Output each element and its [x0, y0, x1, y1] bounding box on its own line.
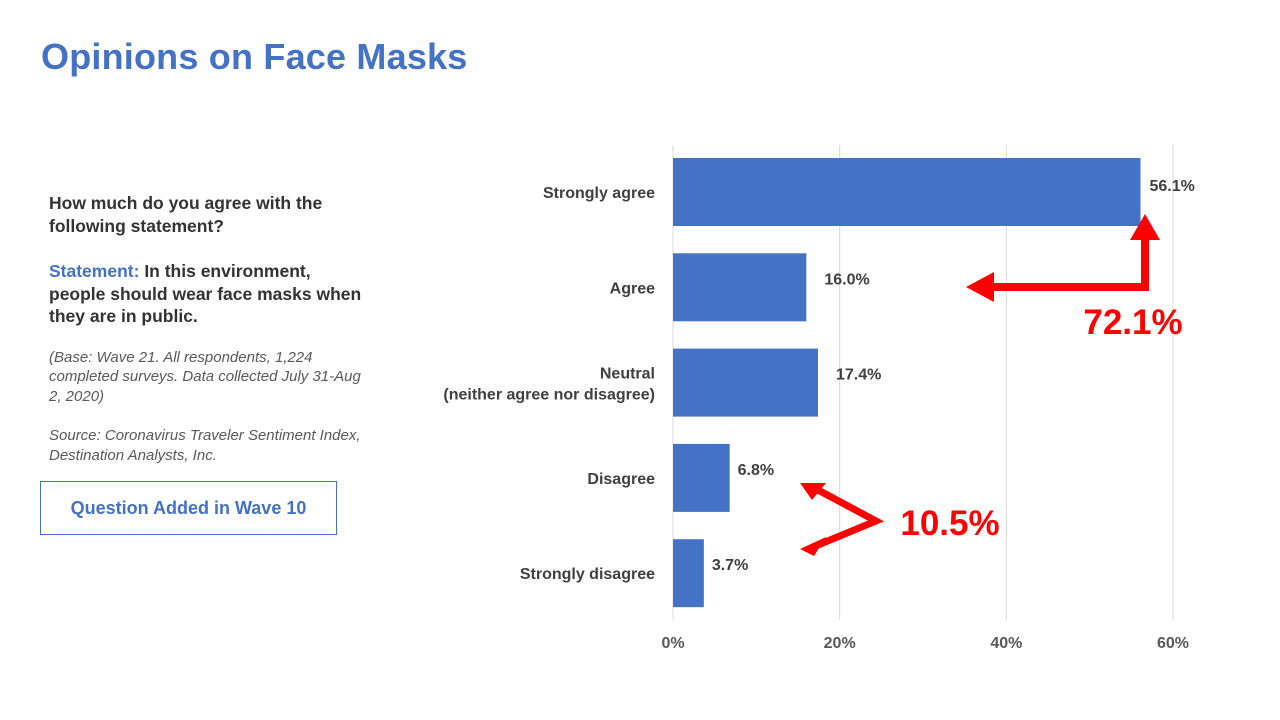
source-note: Source: Coronavirus Traveler Sentiment I…: [49, 427, 361, 464]
category-label-line: Agree: [610, 280, 655, 297]
category-label: Disagree: [587, 471, 655, 488]
survey-question: How much do you agree with the following…: [49, 193, 323, 236]
category-label: Strongly agree: [543, 185, 655, 202]
value-label: 17.4%: [836, 367, 881, 384]
category-label-line: Neutral: [600, 366, 655, 383]
question-panel: How much do you agree with the following…: [49, 192, 369, 465]
value-labels: 56.1% 16.0% 17.4% 6.8% 3.7%: [712, 178, 1195, 574]
category-label-line: (neither agree nor disagree): [443, 387, 655, 404]
callout-arrowhead: [966, 272, 994, 302]
bar: [673, 348, 818, 417]
bar: [673, 539, 704, 608]
callout-label: 10.5%: [900, 504, 999, 543]
page-title: Opinions on Face Masks: [41, 36, 468, 77]
x-tick-label: 40%: [990, 635, 1022, 652]
x-tick-label: 0%: [661, 635, 684, 652]
callout-arrow-line: [990, 235, 1149, 291]
category-labels: Strongly agree Agree Neutral (neither agree…: [443, 185, 655, 583]
callout-arrow-line: [816, 486, 885, 549]
category-label-line: Disagree: [587, 471, 655, 488]
category-label-line: Strongly agree: [543, 185, 655, 202]
callout-arrowhead: [800, 483, 826, 500]
category-label: Agree: [610, 280, 655, 297]
category-label: Neutral (neither agree nor disagree): [443, 366, 655, 404]
x-tick-label: 60%: [1157, 635, 1189, 652]
category-label-line: Strongly disagree: [520, 566, 655, 583]
bar: [673, 158, 1141, 226]
wave-added-box: Question Added in Wave 10: [40, 481, 337, 535]
callout-arrowhead: [1130, 214, 1160, 240]
bar: [673, 443, 730, 512]
callout-label: 72.1%: [1083, 303, 1182, 342]
value-label: 6.8%: [738, 462, 774, 479]
bar: [673, 253, 807, 322]
statement-text: In this environment, people should wear …: [49, 261, 362, 326]
value-label: 56.1%: [1150, 178, 1195, 195]
callout-arrowhead: [800, 537, 826, 556]
survey-statement: Statement: In this environment, people s…: [49, 260, 369, 328]
base-note: (Base: Wave 21. All respondents, 1,224 c…: [49, 348, 361, 405]
x-axis-ticks: 0% 20% 40% 60%: [661, 635, 1189, 652]
category-label: Strongly disagree: [520, 566, 655, 583]
value-label: 16.0%: [824, 271, 869, 288]
value-label: 3.7%: [712, 557, 748, 574]
x-tick-label: 20%: [824, 635, 856, 652]
bars: [673, 158, 1141, 608]
statement-label: Statement:: [49, 261, 140, 281]
callouts: 72.1% 10.5%: [800, 214, 1183, 556]
